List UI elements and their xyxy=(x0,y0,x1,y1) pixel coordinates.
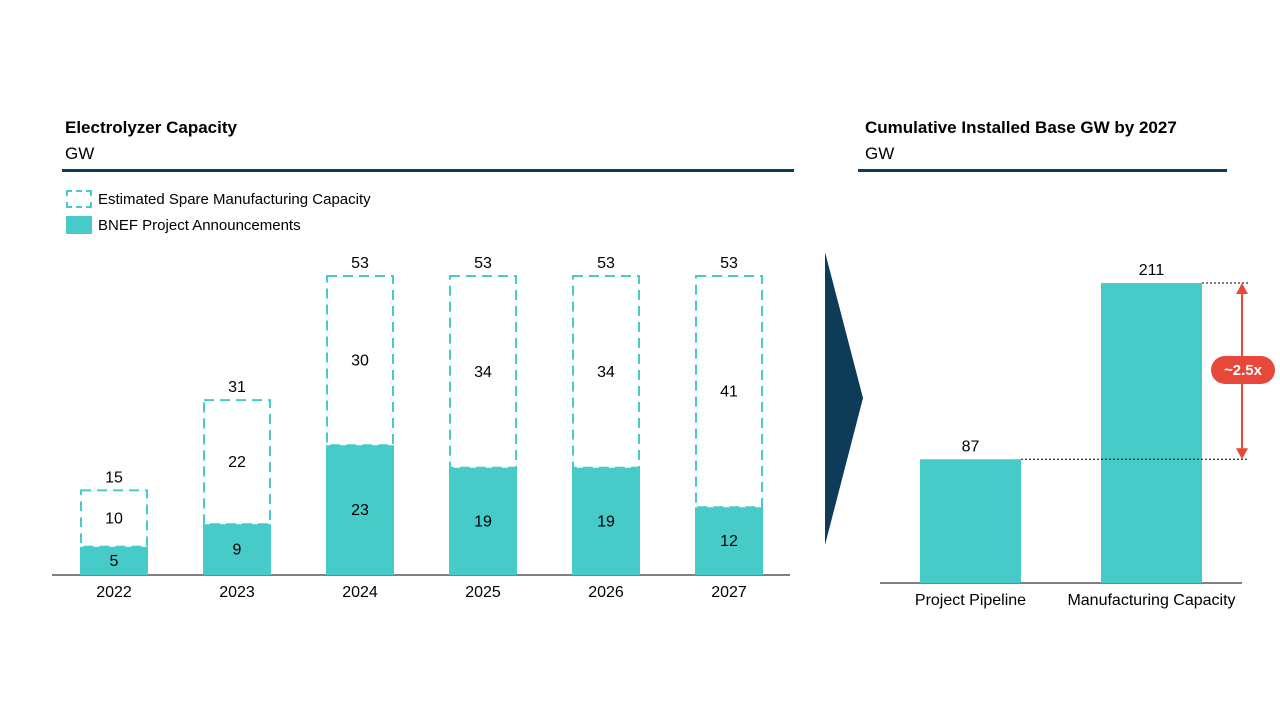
multiplier-badge xyxy=(1211,356,1275,384)
x-tick-label: 2027 xyxy=(711,584,747,601)
bar-spare-2022 xyxy=(80,489,148,548)
data-label-bnef: 12 xyxy=(720,533,738,550)
data-label-bnef: 23 xyxy=(351,502,369,519)
multiplier-label: ~2.5x xyxy=(1224,362,1263,379)
data-label-total: 31 xyxy=(228,379,246,396)
data-label-total: 53 xyxy=(351,255,369,272)
x-tick-label: 2023 xyxy=(219,584,255,601)
data-label-spare: 34 xyxy=(597,364,615,381)
chevron-arrow-icon xyxy=(825,252,863,545)
legend-item-spare-capacity: Estimated Spare Manufacturing Capacity xyxy=(66,190,371,208)
data-label-spare: 34 xyxy=(474,364,492,381)
data-label-value: 87 xyxy=(962,438,980,455)
arrow-up-icon xyxy=(1236,283,1248,294)
right-title-rule xyxy=(858,169,1227,172)
data-label-value: 211 xyxy=(1139,262,1165,279)
right-chart-unit: GW xyxy=(865,144,895,163)
bar-spare-2026 xyxy=(572,275,640,469)
right-chart-title: Cumulative Installed Base GW by 2027 xyxy=(865,118,1177,137)
data-label-spare: 22 xyxy=(228,454,246,471)
bar-bnef-2026 xyxy=(572,467,640,575)
legend-item-bnef: BNEF Project Announcements xyxy=(66,216,301,234)
bar-spare-2024 xyxy=(326,275,394,447)
x-tick-label: 2026 xyxy=(588,584,624,601)
data-label-total: 53 xyxy=(597,255,615,272)
arrow-down-icon xyxy=(1236,448,1248,460)
bar-bnef-2027 xyxy=(695,507,763,575)
x-tick-label: 2022 xyxy=(96,584,132,601)
bar-bnef-2022 xyxy=(80,546,148,575)
bar-spare-2025 xyxy=(449,275,517,469)
x-tick-label: Project Pipeline xyxy=(915,592,1026,609)
bar-bnef-2023 xyxy=(203,524,271,575)
data-label-bnef: 9 xyxy=(233,542,242,559)
x-tick-label: 2025 xyxy=(465,584,501,601)
data-label-spare: 10 xyxy=(105,511,123,528)
bar-manufacturing-capacity xyxy=(1101,283,1202,583)
bar-spare-2027 xyxy=(695,275,763,509)
left-chart-unit: GW xyxy=(65,144,95,163)
bar-project-pipeline xyxy=(920,459,1021,583)
legend-swatch-dashed xyxy=(66,190,92,208)
data-label-bnef: 19 xyxy=(474,513,492,530)
data-label-total: 53 xyxy=(720,255,738,272)
bar-spare-2023 xyxy=(203,399,271,526)
left-chart-title: Electrolyzer Capacity xyxy=(65,118,237,137)
data-label-spare: 41 xyxy=(720,384,738,401)
legend-label-spare: Estimated Spare Manufacturing Capacity xyxy=(98,190,371,208)
legend-swatch-solid xyxy=(66,216,92,234)
data-label-total: 15 xyxy=(105,469,123,486)
legend-label-bnef: BNEF Project Announcements xyxy=(98,216,301,234)
data-label-bnef: 19 xyxy=(597,513,615,530)
x-tick-label: 2024 xyxy=(342,584,378,601)
data-label-spare: 30 xyxy=(351,353,369,370)
bar-bnef-2025 xyxy=(449,467,517,575)
data-label-total: 53 xyxy=(474,255,492,272)
left-title-rule xyxy=(62,169,794,172)
x-tick-label: Manufacturing Capacity xyxy=(1067,592,1235,609)
bar-bnef-2024 xyxy=(326,445,394,575)
data-label-bnef: 5 xyxy=(110,553,119,570)
